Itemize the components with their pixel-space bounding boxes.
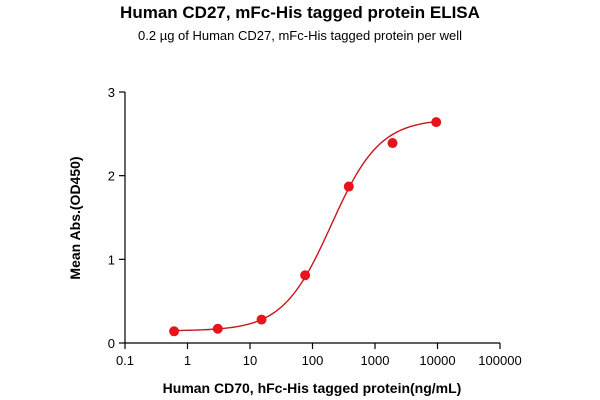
x-tick-label: 0.1 — [116, 353, 134, 368]
data-point — [387, 138, 398, 149]
x-tick-label: 1 — [184, 353, 191, 368]
x-tick-label: 1000 — [361, 353, 390, 368]
data-points — [169, 117, 442, 337]
y-tick-label: 2 — [108, 169, 115, 184]
x-tick-label: 10000 — [419, 353, 455, 368]
data-point — [212, 323, 223, 334]
y-tick-label: 3 — [108, 85, 115, 100]
x-ticks: 0.1 1 10 100 1000 10000 100000 — [116, 343, 522, 368]
y-tick-label: 0 — [108, 336, 115, 351]
x-axis-title: Human CD70, hFc-His tagged protein(ng/mL… — [163, 380, 462, 396]
chart-title: Human CD27, mFc-His tagged protein ELISA — [120, 3, 480, 22]
y-ticks: 0 1 2 3 — [108, 85, 125, 351]
fit-curve — [174, 120, 437, 332]
y-tick-label: 1 — [108, 252, 115, 267]
chart-subtitle: 0.2 µg of Human CD27, mFc-His tagged pro… — [138, 28, 462, 43]
data-point — [343, 181, 354, 192]
data-point — [169, 326, 180, 337]
axes — [124, 92, 500, 344]
x-tick-label: 100 — [302, 353, 324, 368]
y-axis-title: Mean Abs.(OD450) — [67, 156, 83, 279]
x-tick-label: 10 — [243, 353, 257, 368]
data-point — [300, 270, 311, 281]
data-point — [256, 314, 267, 325]
x-tick-label: 100000 — [478, 353, 521, 368]
data-point — [431, 117, 442, 128]
